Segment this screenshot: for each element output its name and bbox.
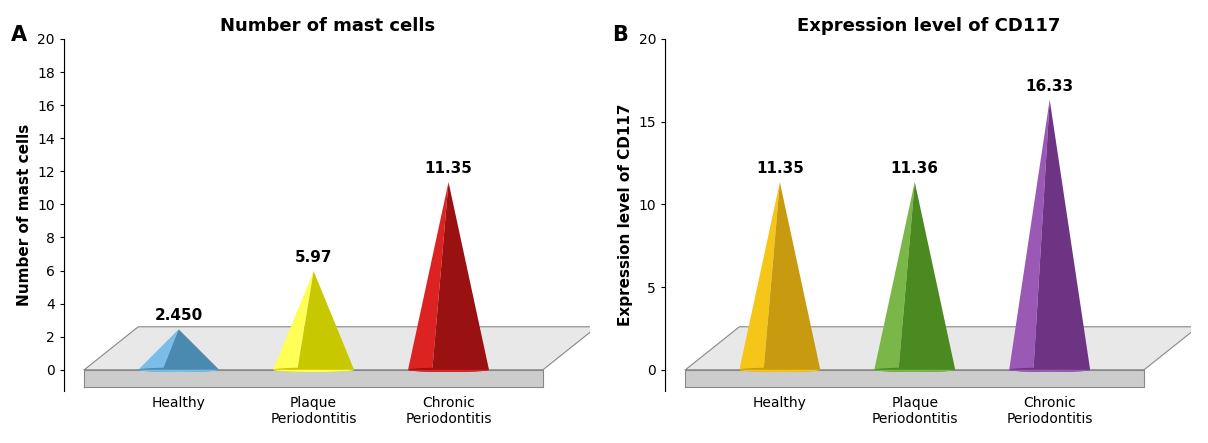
Polygon shape <box>1009 100 1050 370</box>
Text: 2.450: 2.450 <box>155 308 203 323</box>
Polygon shape <box>138 368 219 372</box>
Polygon shape <box>739 182 780 370</box>
Polygon shape <box>138 370 219 372</box>
Polygon shape <box>408 182 448 370</box>
Polygon shape <box>138 329 179 370</box>
Text: B: B <box>612 25 628 45</box>
Polygon shape <box>432 182 489 370</box>
Text: 16.33: 16.33 <box>1026 79 1074 94</box>
Text: 11.36: 11.36 <box>890 161 939 176</box>
Polygon shape <box>763 182 820 370</box>
Polygon shape <box>685 370 1144 387</box>
Text: 11.35: 11.35 <box>756 161 803 176</box>
Polygon shape <box>739 368 820 372</box>
Polygon shape <box>739 370 820 372</box>
Title: Expression level of CD117: Expression level of CD117 <box>796 17 1059 35</box>
Polygon shape <box>685 327 1198 370</box>
Y-axis label: Number of mast cells: Number of mast cells <box>17 124 31 306</box>
Polygon shape <box>875 182 914 370</box>
Text: A: A <box>11 25 28 45</box>
Polygon shape <box>273 370 354 372</box>
Polygon shape <box>273 368 354 372</box>
Y-axis label: Expression level of CD117: Expression level of CD117 <box>618 104 633 326</box>
Polygon shape <box>408 368 489 372</box>
Polygon shape <box>875 368 956 372</box>
Polygon shape <box>1009 370 1090 372</box>
Polygon shape <box>297 271 354 370</box>
Polygon shape <box>408 370 489 372</box>
Polygon shape <box>1034 100 1090 370</box>
Title: Number of mast cells: Number of mast cells <box>220 17 435 35</box>
Polygon shape <box>875 370 956 372</box>
Text: 11.35: 11.35 <box>424 161 472 176</box>
Polygon shape <box>1009 368 1090 372</box>
Text: 5.97: 5.97 <box>295 250 332 265</box>
Polygon shape <box>85 370 542 387</box>
Polygon shape <box>273 271 314 370</box>
Polygon shape <box>163 329 219 370</box>
Polygon shape <box>899 182 956 370</box>
Polygon shape <box>85 327 597 370</box>
